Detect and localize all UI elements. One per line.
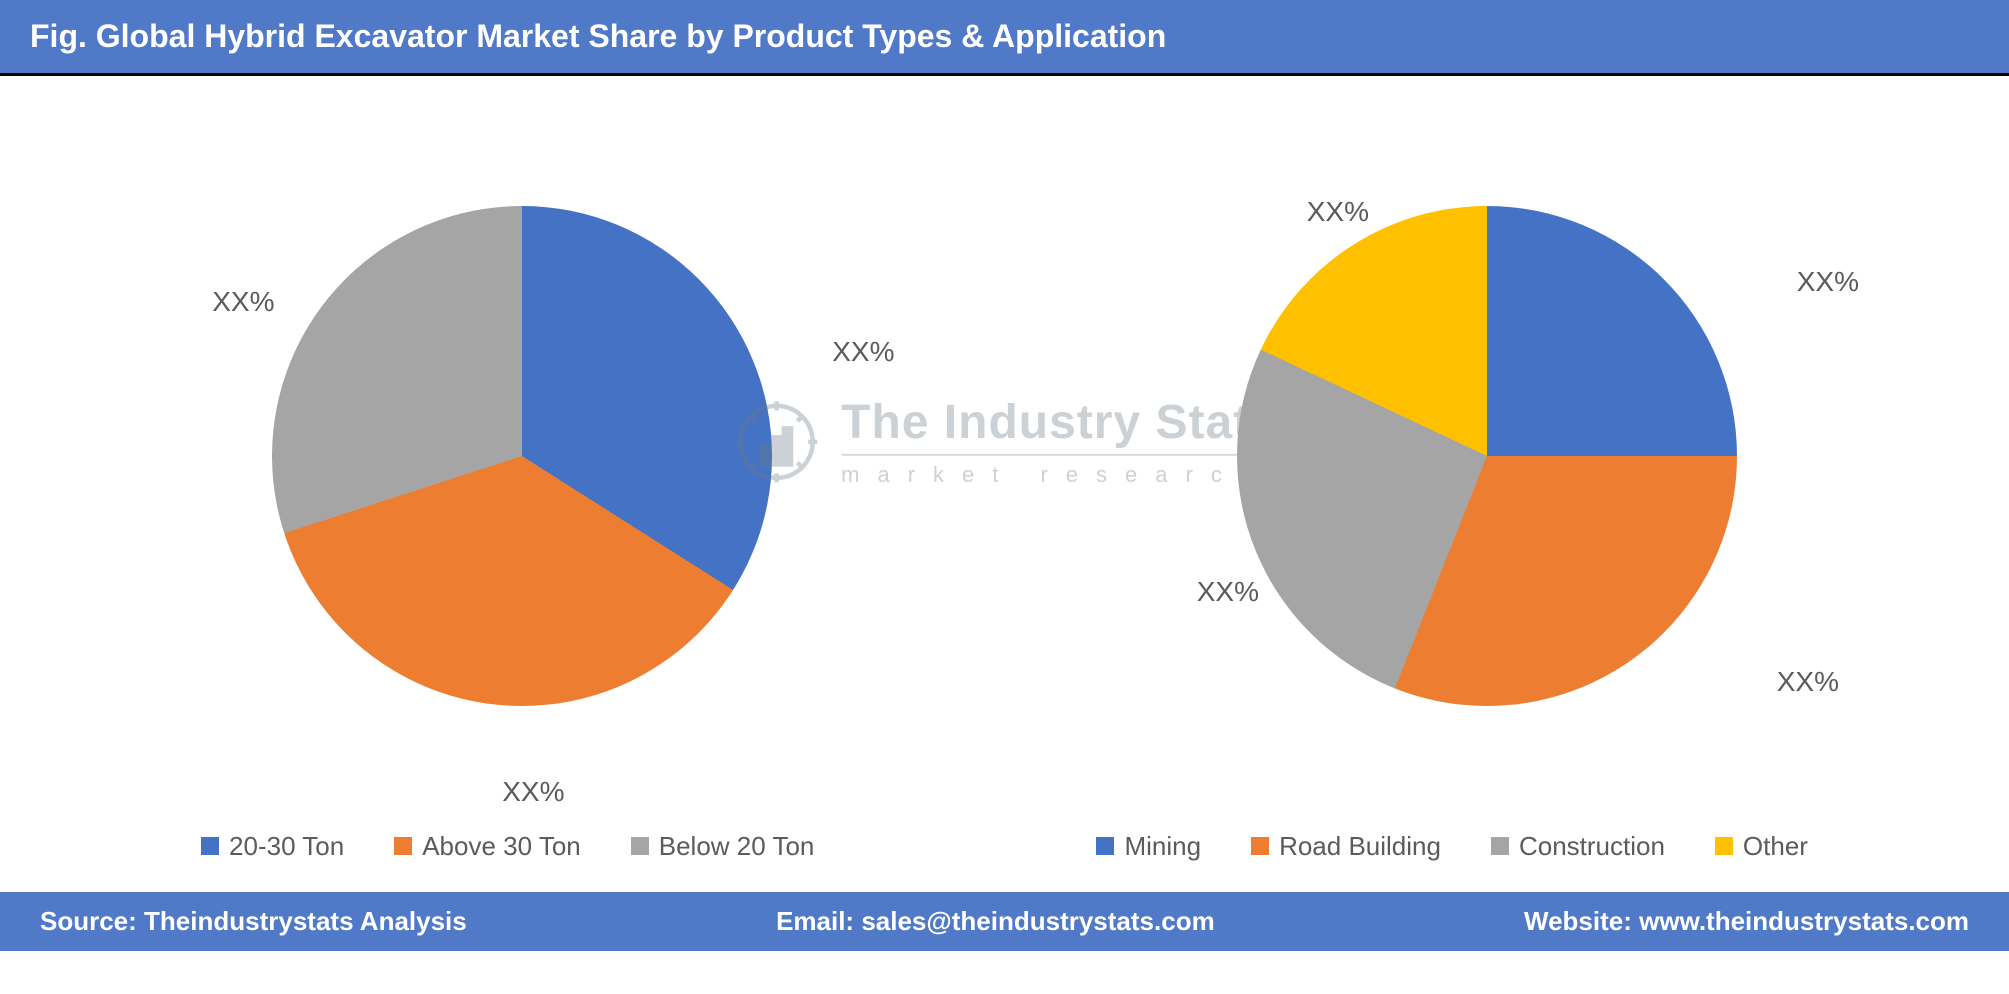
- footer-source-label: Source:: [40, 906, 137, 936]
- legend-item: Above 30 Ton: [394, 831, 581, 862]
- legend-label: Other: [1743, 831, 1808, 862]
- pie-wrap-left: XX% XX% XX%: [272, 206, 772, 706]
- legend-swatch: [1096, 837, 1114, 855]
- legend-swatch: [1715, 837, 1733, 855]
- legend-swatch: [1491, 837, 1509, 855]
- legend-group-product-types: 20-30 Ton Above 30 Ton Below 20 Ton: [201, 831, 814, 862]
- slice-label: XX%: [212, 286, 274, 318]
- legend-label: Construction: [1519, 831, 1665, 862]
- footer-email: Email: sales@theindustrystats.com: [776, 906, 1215, 937]
- footer-source: Source: Theindustrystats Analysis: [40, 906, 467, 937]
- legend-swatch: [631, 837, 649, 855]
- legend-label: Mining: [1124, 831, 1201, 862]
- legend-item: Construction: [1491, 831, 1665, 862]
- pie-chart-product-types: [272, 206, 772, 706]
- charts-container: XX% XX% XX% The Industry Stats market re…: [0, 76, 2009, 816]
- footer-website-value: www.theindustrystats.com: [1639, 906, 1969, 936]
- footer-website: Website: www.theindustrystats.com: [1524, 906, 1969, 937]
- legend-item: Below 20 Ton: [631, 831, 815, 862]
- slice-label: XX%: [1307, 196, 1369, 228]
- chart-panel-application: XX% XX% XX% XX%: [1037, 106, 1937, 806]
- slice-label: XX%: [1777, 666, 1839, 698]
- legend-swatch: [201, 837, 219, 855]
- footer-email-value: sales@theindustrystats.com: [861, 906, 1214, 936]
- legend-label: 20-30 Ton: [229, 831, 344, 862]
- footer-source-value: Theindustrystats Analysis: [144, 906, 467, 936]
- legend-item: Mining: [1096, 831, 1201, 862]
- legend-label: Road Building: [1279, 831, 1441, 862]
- legend-label: Above 30 Ton: [422, 831, 581, 862]
- legend-item: 20-30 Ton: [201, 831, 344, 862]
- legend-label: Below 20 Ton: [659, 831, 815, 862]
- footer-bar: Source: Theindustrystats Analysis Email:…: [0, 886, 2009, 951]
- pie-wrap-right: XX% XX% XX% XX%: [1237, 206, 1737, 706]
- slice-label: XX%: [502, 776, 564, 808]
- chart-panel-product-types: XX% XX% XX%: [72, 106, 972, 806]
- page-title: Fig. Global Hybrid Excavator Market Shar…: [30, 18, 1166, 54]
- legend-row: 20-30 Ton Above 30 Ton Below 20 Ton Mini…: [0, 816, 2009, 886]
- header-bar: Fig. Global Hybrid Excavator Market Shar…: [0, 0, 2009, 76]
- footer-website-label: Website:: [1524, 906, 1632, 936]
- legend-group-application: Mining Road Building Construction Other: [1096, 831, 1807, 862]
- slice-label: XX%: [832, 336, 894, 368]
- legend-item: Road Building: [1251, 831, 1441, 862]
- legend-item: Other: [1715, 831, 1808, 862]
- footer-email-label: Email:: [776, 906, 854, 936]
- legend-swatch: [1251, 837, 1269, 855]
- legend-swatch: [394, 837, 412, 855]
- slice-label: XX%: [1197, 576, 1259, 608]
- slice-label: XX%: [1797, 266, 1859, 298]
- pie-chart-application: [1237, 206, 1737, 706]
